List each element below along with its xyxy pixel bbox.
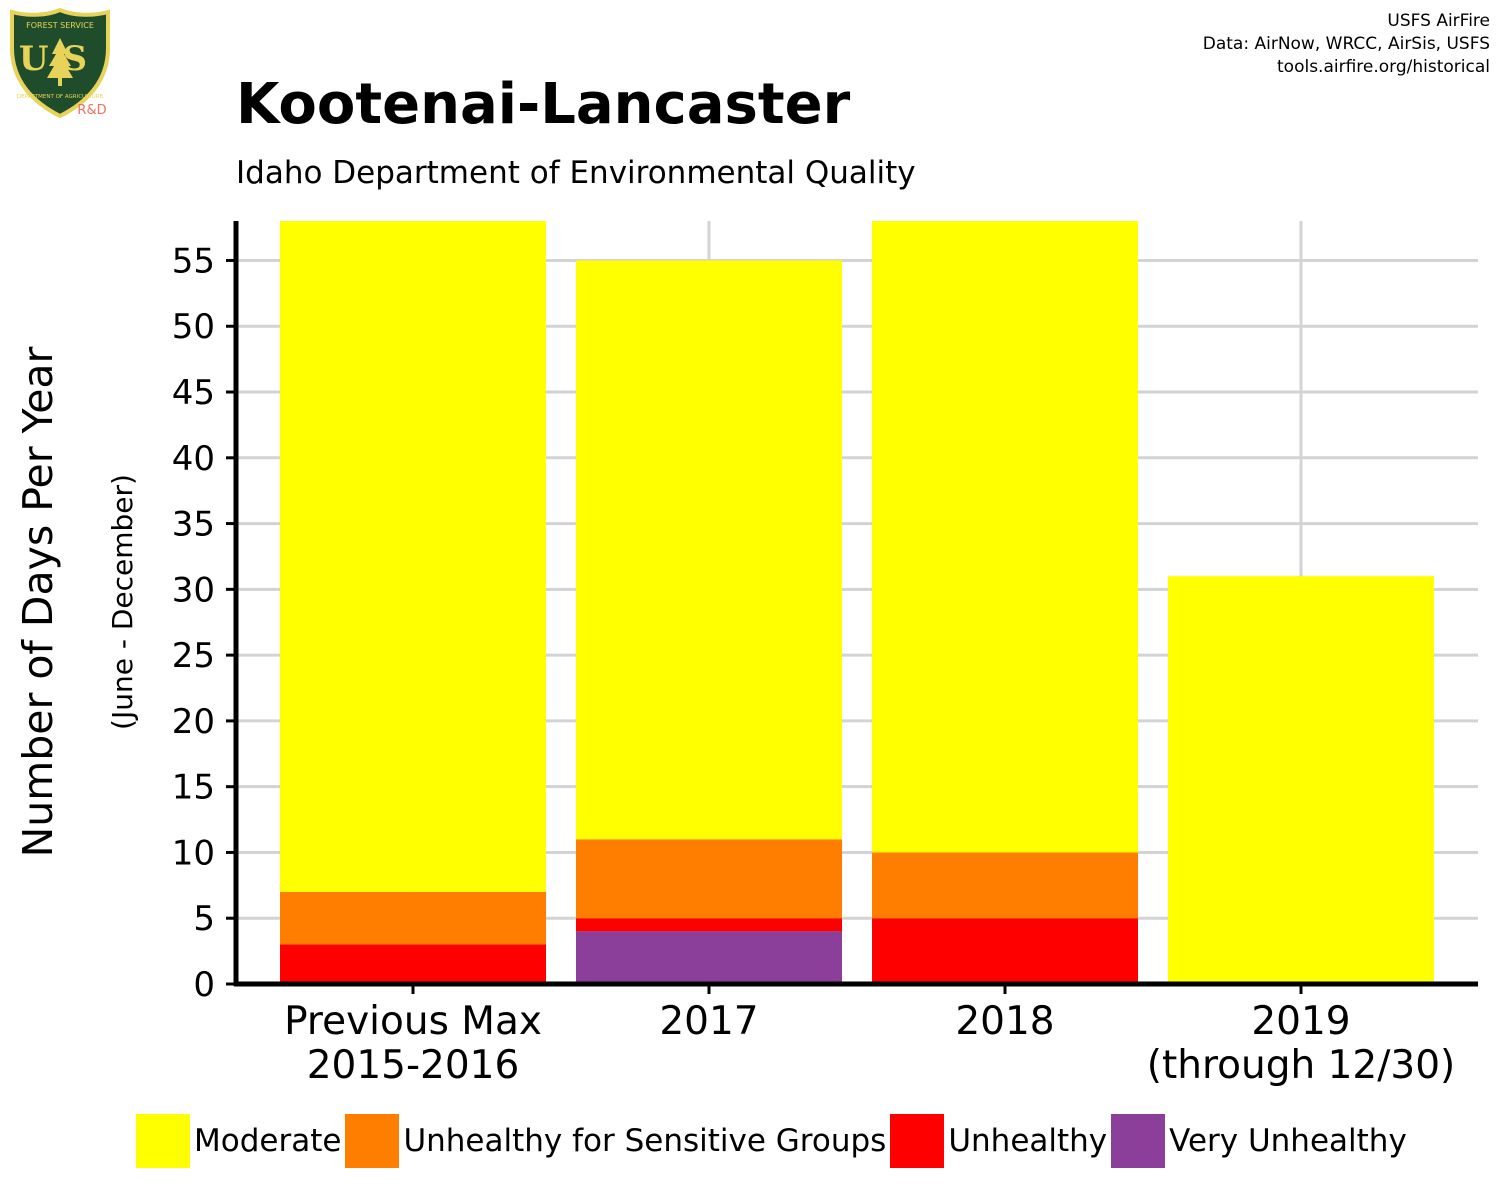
legend-label: Moderate — [194, 1123, 342, 1159]
y-tick-label: 20 — [172, 702, 215, 742]
bar-segment-moderate — [872, 221, 1138, 853]
legend-swatch — [345, 1114, 400, 1168]
category-label: 2015-2016 — [307, 1043, 520, 1088]
credit-line-2: Data: AirNow, WRCC, AirSis, USFS — [1202, 34, 1490, 54]
tree-icon — [47, 38, 73, 86]
category-label: 2018 — [955, 999, 1054, 1044]
y-tick-label: 50 — [172, 307, 215, 347]
chart-title: Kootenai-Lancaster — [236, 72, 851, 137]
y-tick-label: 30 — [172, 570, 215, 610]
bar-segment-unhealthy-for-sensitive-groups — [576, 839, 842, 919]
credit-line-3: tools.airfire.org/historical — [1277, 57, 1490, 77]
legend-item: Moderate — [136, 1114, 341, 1168]
tick-labels: 0 5 10 15 20 25 30 35 40 45 50 55 — [172, 241, 236, 1005]
y-axis-sublabel: (June - December) — [106, 474, 139, 730]
chart-subtitle: Idaho Department of Environmental Qualit… — [236, 155, 916, 191]
legend-item: Unhealthy — [890, 1114, 1107, 1168]
legend-swatch — [1111, 1114, 1166, 1168]
bar-segment-moderate — [280, 221, 546, 892]
bar-segment-moderate — [1168, 576, 1434, 984]
y-tick-label: 15 — [172, 768, 215, 808]
axes — [233, 221, 1478, 987]
bar-segment-unhealthy — [576, 918, 842, 932]
legend-label: Unhealthy — [948, 1123, 1108, 1159]
legend-item: Unhealthy for Sensitive Groups — [345, 1114, 886, 1168]
credits: USFS AirFire Data: AirNow, WRCC, AirSis,… — [1203, 10, 1490, 79]
y-tick-label: 45 — [172, 373, 215, 413]
legend-item: Very Unhealthy — [1111, 1114, 1407, 1168]
legend-label: Unhealthy for Sensitive Groups — [403, 1123, 887, 1159]
legend-swatch — [136, 1114, 190, 1168]
forest-service-logo: FOREST SERVICE US DEPARTMENT OF AGRICULT… — [10, 8, 110, 119]
logo-top-text: FOREST SERVICE — [26, 21, 94, 30]
logo-tag: R&D — [77, 103, 106, 118]
bar-segment-moderate — [576, 260, 842, 840]
y-tick-label: 35 — [172, 505, 215, 545]
logo-bottom-text: DEPARTMENT OF AGRICULTURE — [17, 94, 104, 100]
bar-segment-very-unhealthy — [576, 931, 842, 984]
category-label: Previous Max — [284, 999, 542, 1044]
y-tick-label: 5 — [193, 899, 215, 939]
category-label: (through 12/30) — [1147, 1043, 1455, 1088]
legend-swatch — [890, 1114, 945, 1168]
y-tick-label: 0 — [193, 965, 215, 1005]
bar-segment-unhealthy — [280, 944, 546, 984]
y-tick-label: 10 — [172, 833, 215, 873]
category-label: 2019 — [1251, 999, 1350, 1044]
y-axis-label: Number of Days Per Year — [14, 346, 62, 857]
y-tick-label: 25 — [172, 636, 215, 676]
bars — [280, 221, 1434, 984]
bar-segment-unhealthy-for-sensitive-groups — [280, 891, 546, 945]
legend-label: Very Unhealthy — [1169, 1123, 1407, 1159]
credit-line-1: USFS AirFire — [1387, 11, 1490, 31]
legend: Moderate Unhealthy for Sensitive Groups Un… — [136, 1113, 1411, 1169]
y-tick-label: 55 — [172, 241, 215, 281]
bar-segment-unhealthy-for-sensitive-groups — [872, 852, 1138, 919]
category-label: 2017 — [659, 999, 758, 1044]
y-tick-label: 40 — [172, 439, 215, 479]
bar-segment-unhealthy — [872, 918, 1138, 984]
